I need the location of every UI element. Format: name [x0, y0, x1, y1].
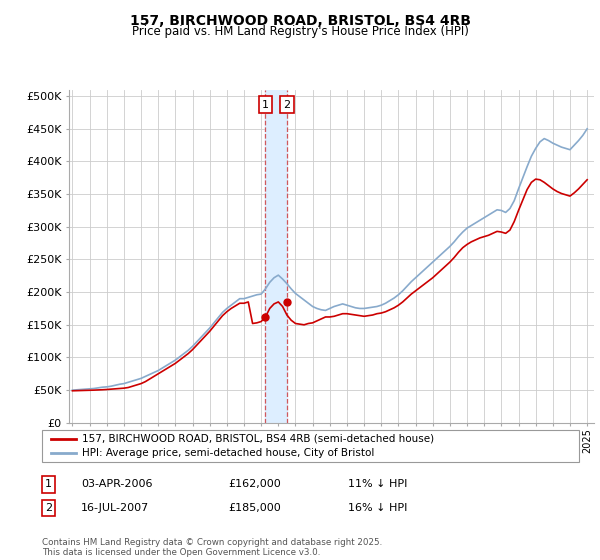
Bar — [265, 90, 287, 423]
Text: 16-JUL-2007: 16-JUL-2007 — [81, 503, 149, 513]
Text: 11% ↓ HPI: 11% ↓ HPI — [348, 479, 407, 489]
Text: 2: 2 — [283, 100, 290, 110]
Text: 2: 2 — [45, 503, 52, 513]
Text: 157, BIRCHWOOD ROAD, BRISTOL, BS4 4RB: 157, BIRCHWOOD ROAD, BRISTOL, BS4 4RB — [130, 14, 470, 28]
Text: 03-APR-2006: 03-APR-2006 — [81, 479, 152, 489]
Text: Price paid vs. HM Land Registry's House Price Index (HPI): Price paid vs. HM Land Registry's House … — [131, 25, 469, 38]
Text: £162,000: £162,000 — [228, 479, 281, 489]
Text: 157, BIRCHWOOD ROAD, BRISTOL, BS4 4RB (semi-detached house): 157, BIRCHWOOD ROAD, BRISTOL, BS4 4RB (s… — [82, 433, 434, 444]
Text: 1: 1 — [262, 100, 269, 110]
Text: Contains HM Land Registry data © Crown copyright and database right 2025.
This d: Contains HM Land Registry data © Crown c… — [42, 538, 382, 557]
Text: 1: 1 — [45, 479, 52, 489]
Text: 16% ↓ HPI: 16% ↓ HPI — [348, 503, 407, 513]
Text: HPI: Average price, semi-detached house, City of Bristol: HPI: Average price, semi-detached house,… — [82, 448, 374, 458]
Text: £185,000: £185,000 — [228, 503, 281, 513]
